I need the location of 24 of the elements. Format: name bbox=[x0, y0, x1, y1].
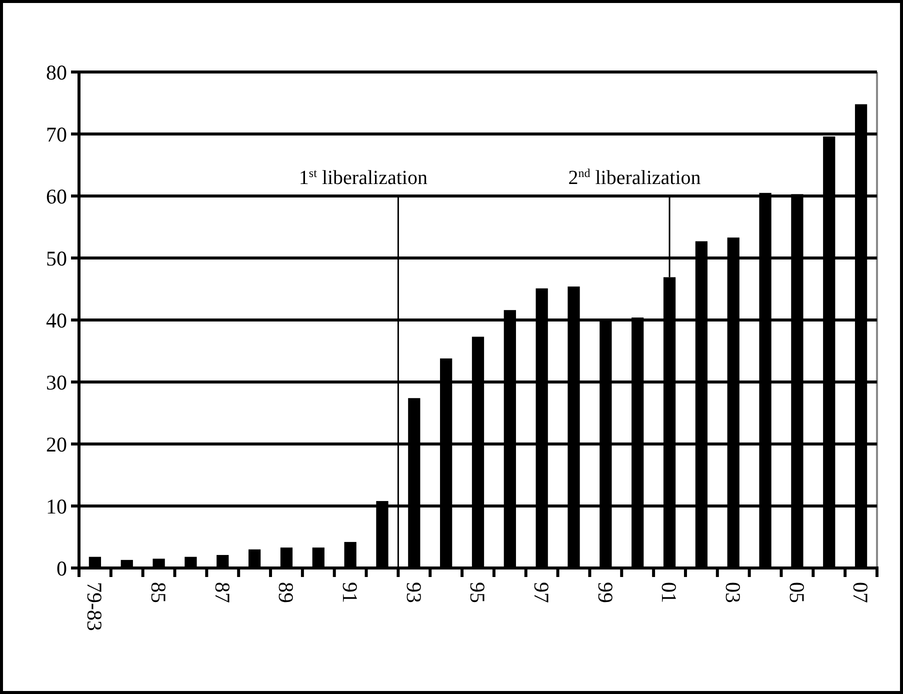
x-tick-label: 85 bbox=[146, 582, 170, 603]
x-tick-label: 97 bbox=[529, 582, 554, 603]
x-tick-label: 79-83 bbox=[82, 582, 107, 631]
annotation: 2$^{nd}$ liberalization bbox=[568, 166, 701, 189]
y-tick-label: 40 bbox=[46, 308, 67, 332]
y-tick-label: 20 bbox=[46, 432, 67, 456]
x-tick-label: 03 bbox=[721, 582, 746, 603]
x-tick-label: 91 bbox=[338, 582, 362, 603]
x-tick-label: 95 bbox=[466, 582, 490, 603]
x-tick-label: 87 bbox=[210, 582, 234, 603]
y-tick-label: 0 bbox=[56, 556, 67, 580]
y-tick-label: 60 bbox=[46, 184, 67, 208]
x-tick-label: 93 bbox=[402, 582, 426, 603]
x-tick-label: 07 bbox=[848, 582, 873, 603]
y-tick-label: 50 bbox=[46, 246, 67, 270]
x-tick-label: 99 bbox=[593, 582, 618, 603]
y-tick-label: 80 bbox=[46, 60, 67, 84]
y-tick-label: 10 bbox=[46, 494, 67, 518]
x-tick-label: 01 bbox=[657, 582, 682, 603]
y-tick-label: 70 bbox=[46, 122, 67, 146]
annotation: 1$^{st}$ liberalization bbox=[298, 166, 428, 189]
y-tick-label: 30 bbox=[46, 370, 67, 394]
x-tick-label: 89 bbox=[274, 582, 298, 603]
x-tick-label: 05 bbox=[784, 582, 809, 603]
